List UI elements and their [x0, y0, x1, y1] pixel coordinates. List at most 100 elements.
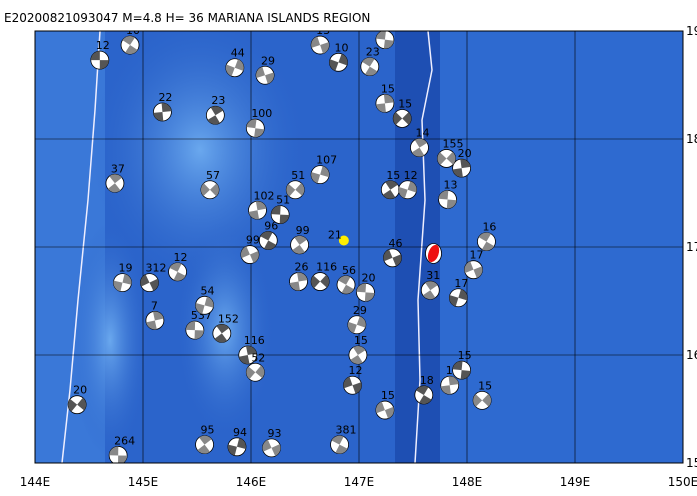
beachball: [343, 375, 362, 395]
beachball-quadrant: [425, 281, 438, 291]
depth-label: 57: [206, 169, 220, 182]
epicenter: [338, 235, 349, 246]
beachball-quadrant: [464, 261, 474, 273]
depth-label: 93: [268, 427, 282, 440]
beachball-quadrant: [311, 172, 321, 184]
beachball: [105, 173, 125, 193]
depth-label: 102: [253, 189, 274, 202]
beachball: [140, 273, 159, 293]
beachball-quadrant: [320, 274, 330, 288]
beachball: [289, 272, 308, 291]
depth-label: 13: [316, 24, 330, 37]
beachball-quadrant: [329, 59, 339, 71]
beachball: [258, 231, 278, 250]
depth-label: 15: [354, 334, 368, 347]
beachball-quadrant: [225, 64, 235, 77]
beachball: [347, 315, 367, 335]
beachball-quadrant: [214, 333, 228, 343]
beachball-quadrant: [236, 438, 246, 449]
beachball-quadrant: [200, 183, 210, 196]
beachball-quadrant: [416, 385, 429, 395]
beachball-quadrant: [311, 275, 321, 289]
beachball-quadrant: [393, 112, 403, 125]
depth-label: 29: [353, 304, 367, 317]
x-tick-label: 144E: [20, 475, 51, 489]
beachball: [452, 158, 472, 178]
beachball-quadrant: [246, 345, 257, 355]
beachball: [90, 50, 110, 70]
beachball-quadrant: [460, 159, 471, 169]
beachball-quadrant: [437, 152, 447, 165]
beachball: [225, 58, 245, 78]
beachball-quadrant: [347, 321, 357, 334]
depth-label: 20: [361, 271, 375, 284]
beachball-quadrant: [452, 168, 463, 178]
beachball-quadrant: [161, 103, 172, 112]
beachball: [438, 190, 457, 209]
depth-label: 15: [458, 349, 472, 362]
beachball-quadrant: [382, 189, 396, 199]
depth-label: 46: [388, 237, 402, 250]
depth-label: 52: [251, 351, 265, 364]
beachball-quadrant: [311, 36, 321, 48]
beachball-quadrant: [458, 289, 468, 301]
beachball-quadrant: [356, 283, 367, 293]
beachball-quadrant: [481, 241, 495, 251]
beachball-quadrant: [385, 180, 398, 190]
beachball-quadrant: [383, 39, 394, 49]
beachball-quadrant: [343, 376, 353, 389]
map-frame: [34, 30, 684, 464]
depth-label: 95: [201, 424, 215, 437]
depth-label: 10: [334, 41, 348, 54]
beachball-quadrant: [473, 394, 483, 407]
beachball: [153, 102, 172, 122]
beachball-quadrant: [271, 205, 281, 215]
depth-label: 12: [404, 169, 418, 182]
beachball-quadrant: [279, 214, 290, 224]
beachball-quadrant: [194, 330, 204, 340]
beachball-quadrant: [153, 112, 164, 121]
depth-label: 23: [366, 46, 380, 59]
beachball: [375, 31, 395, 50]
beachball-quadrant: [320, 165, 330, 178]
y-tick-label: 19N: [686, 24, 697, 38]
depth-label: 312: [145, 262, 166, 275]
beachball-quadrant: [234, 59, 244, 71]
depth-label: 15: [398, 97, 412, 110]
beachball-quadrant: [109, 446, 119, 456]
depth-label: 14: [415, 127, 429, 140]
beachball-quadrant: [246, 366, 256, 380]
beachball-quadrant: [197, 444, 211, 454]
beachball-quadrant: [286, 183, 296, 197]
beachball-quadrant: [407, 181, 417, 193]
beachball-quadrant: [265, 72, 275, 84]
y-tick-label: 15N: [686, 456, 697, 470]
beachball: [448, 288, 468, 308]
depth-label: 116: [244, 334, 265, 347]
x-tick-label: 149E: [560, 475, 591, 489]
depth-label: 15: [478, 379, 492, 392]
depth-label: 155: [442, 137, 463, 150]
depth-label: 15: [386, 169, 400, 182]
beachball-quadrant: [478, 232, 491, 242]
beachball-quadrant: [173, 271, 186, 281]
depth-label: 22: [158, 91, 172, 104]
beachball: [240, 245, 260, 264]
beachball: [410, 138, 429, 158]
depth-label: 12: [96, 39, 110, 52]
depth-label: 7: [151, 299, 158, 312]
beachball-quadrant: [446, 151, 456, 165]
beachball-quadrant: [90, 51, 100, 61]
depth-label: 96: [264, 220, 278, 233]
beachball: [414, 385, 434, 405]
beachball-quadrant: [341, 284, 354, 294]
beachball-quadrant: [335, 444, 348, 454]
beachball: [245, 118, 265, 138]
beachball: [113, 273, 132, 293]
depth-label: 26: [295, 261, 309, 274]
beachball-quadrant: [365, 66, 378, 76]
beachball-quadrant: [195, 302, 205, 315]
beachball: [329, 52, 348, 72]
beachball-quadrant: [271, 444, 281, 457]
beachball-quadrant: [356, 316, 366, 328]
